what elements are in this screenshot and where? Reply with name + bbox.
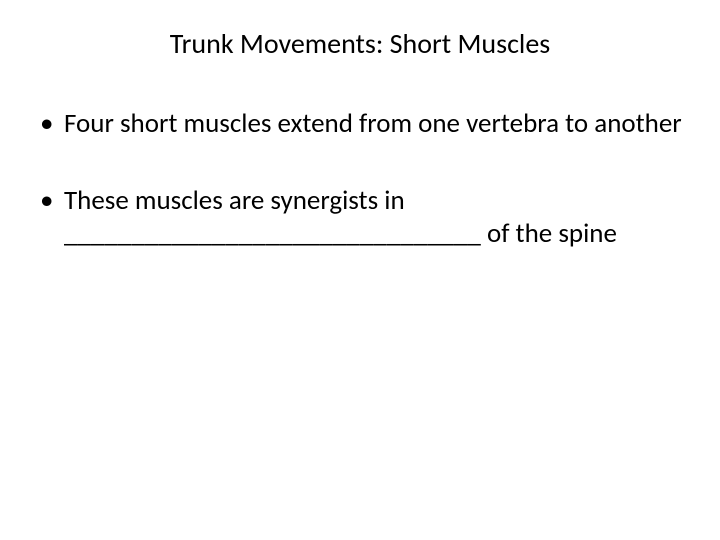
slide-body: Four short muscles extend from one verte… [36, 108, 684, 295]
slide: Trunk Movements: Short Muscles Four shor… [0, 0, 720, 540]
list-item: These muscles are synergists in ________… [36, 185, 684, 251]
list-item: Four short muscles extend from one verte… [36, 108, 684, 141]
slide-title: Trunk Movements: Short Muscles [0, 26, 720, 61]
bullet-list: Four short muscles extend from one verte… [36, 108, 684, 251]
